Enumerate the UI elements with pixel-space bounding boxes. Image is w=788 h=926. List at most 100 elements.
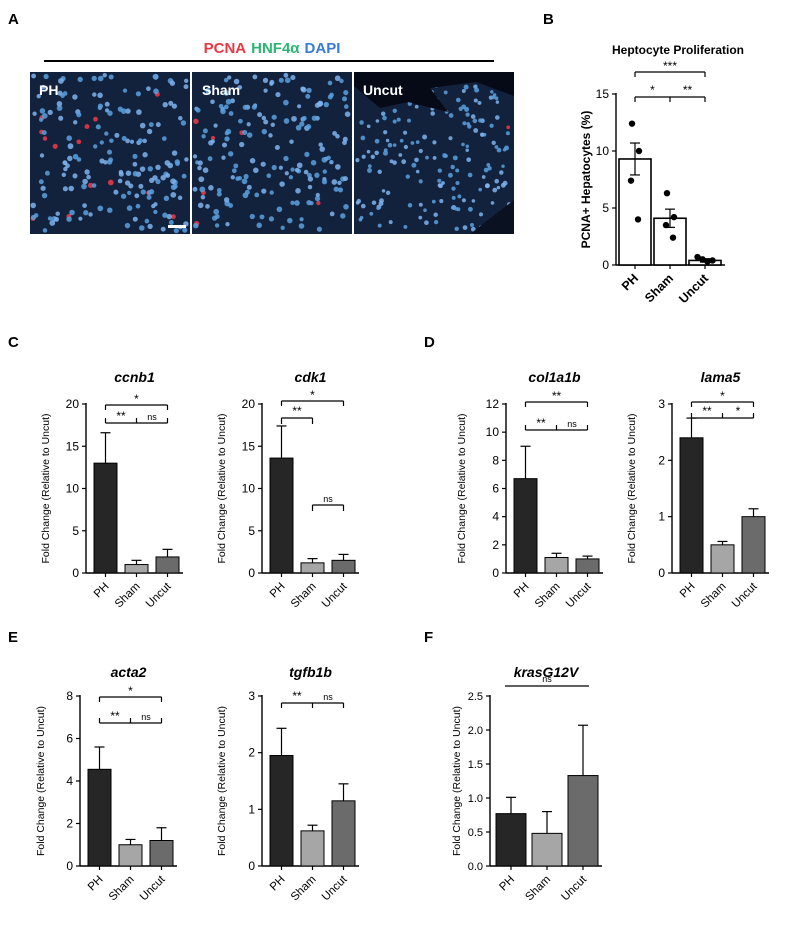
dapi-nucleus-icon <box>142 152 148 158</box>
chart-col1a1b-y-tick-label: 10 <box>486 425 500 439</box>
dapi-nucleus-icon <box>305 93 311 99</box>
dapi-nucleus-icon <box>95 124 101 130</box>
dapi-nucleus-icon <box>451 195 456 200</box>
dapi-nucleus-icon <box>113 189 119 195</box>
chart-tgfb1b-sig-label-right: ns <box>323 692 333 702</box>
dapi-nucleus-icon <box>360 135 366 141</box>
dapi-nucleus-icon <box>195 107 201 113</box>
dapi-nucleus-icon <box>242 129 248 135</box>
dapi-nucleus-icon <box>66 135 73 142</box>
chart-cdk1-x-tick-label: Uncut <box>320 580 350 610</box>
dapi-nucleus-icon <box>495 100 500 104</box>
dapi-nucleus-icon <box>246 184 252 190</box>
chart-ccnb1: ccnb1 0 5 10 15 20 Fold Change (Relative to Un… <box>40 369 183 610</box>
dapi-nucleus-icon <box>478 187 483 192</box>
chart-b-y-tick-label: 5 <box>602 201 609 215</box>
dapi-nucleus-icon <box>97 105 103 111</box>
stain-title: PCNA HNF4α DAPI <box>204 40 341 57</box>
dapi-nucleus-icon <box>199 186 206 193</box>
chart-cdk1-y-label: Fold Change (Relative to Uncut) <box>216 414 228 564</box>
chart-b-x-tick-label: PH <box>619 271 641 293</box>
dapi-nucleus-icon <box>314 195 321 202</box>
dapi-nucleus-icon <box>124 180 131 186</box>
dapi-nucleus-icon <box>500 182 506 188</box>
dapi-nucleus-icon <box>299 217 304 222</box>
dapi-nucleus-icon <box>127 190 132 196</box>
dapi-nucleus-icon <box>501 164 505 168</box>
dapi-nucleus-icon <box>361 154 366 159</box>
dapi-nucleus-icon <box>304 151 310 158</box>
micrograph-uncut: Uncut <box>354 72 514 234</box>
chart-lama5-y-tick-label: 2 <box>658 453 665 467</box>
dapi-nucleus-icon <box>92 92 97 97</box>
dapi-nucleus-icon <box>213 123 218 128</box>
chart-lama5-y-tick-label: 3 <box>658 397 665 411</box>
dapi-nucleus-icon <box>263 88 268 93</box>
chart-cdk1-y-tick-label: 10 <box>242 482 256 496</box>
dapi-nucleus-icon <box>208 185 214 191</box>
dapi-nucleus-icon <box>83 210 89 216</box>
dapi-nucleus-icon <box>405 174 410 179</box>
dapi-nucleus-icon <box>360 203 366 209</box>
dapi-nucleus-icon <box>276 206 283 213</box>
chart-ccnb1-bar <box>155 556 180 574</box>
dapi-nucleus-icon <box>41 130 47 136</box>
dapi-nucleus-icon <box>418 202 423 207</box>
dapi-nucleus-icon <box>41 113 48 119</box>
dapi-nucleus-icon <box>423 208 427 213</box>
dapi-nucleus-icon <box>283 155 289 162</box>
chart-acta2-y-tick-label: 4 <box>66 774 73 788</box>
dapi-nucleus-icon <box>496 147 502 153</box>
chart-cdk1-y-tick-label: 20 <box>242 397 256 411</box>
dapi-nucleus-icon <box>296 162 303 169</box>
chart-col1a1b-y-tick-label: 2 <box>492 538 499 552</box>
dapi-nucleus-icon <box>254 192 260 198</box>
dapi-nucleus-icon <box>58 115 64 121</box>
dapi-nucleus-icon <box>310 159 317 166</box>
chart-lama5-y-tick-label: 0 <box>658 566 665 580</box>
dapi-nucleus-icon <box>455 180 460 186</box>
dapi-nucleus-icon <box>454 226 459 232</box>
dapi-nucleus-icon <box>214 223 220 228</box>
dapi-nucleus-icon <box>104 131 109 136</box>
dapi-nucleus-icon <box>155 179 161 185</box>
chart-krasG12V-title: krasG12V <box>514 664 580 680</box>
dapi-nucleus-icon <box>326 155 331 161</box>
chart-tgfb1b-title: tgfb1b <box>289 664 332 680</box>
dapi-nucleus-icon <box>418 148 423 154</box>
dapi-nucleus-icon <box>291 115 297 122</box>
chart-acta2-title: acta2 <box>111 664 147 680</box>
dapi-nucleus-icon <box>246 132 253 138</box>
dapi-nucleus-icon <box>202 128 208 134</box>
dapi-nucleus-icon <box>197 160 203 166</box>
panel-letter-c: C <box>8 334 19 351</box>
dapi-nucleus-icon <box>136 109 142 115</box>
pcna-nucleus-icon <box>87 182 94 189</box>
dapi-nucleus-icon <box>168 220 174 225</box>
dapi-nucleus-icon <box>168 100 174 106</box>
chart-tgfb1b-bar <box>331 800 356 867</box>
dapi-nucleus-icon <box>260 161 266 167</box>
dapi-nucleus-icon <box>479 132 485 137</box>
pcna-nucleus-icon <box>107 179 114 186</box>
dapi-nucleus-icon <box>259 214 265 220</box>
chart-col1a1b-bar <box>544 557 569 574</box>
dapi-nucleus-icon <box>230 175 235 180</box>
dapi-nucleus-icon <box>442 153 447 158</box>
dapi-nucleus-icon <box>73 120 78 125</box>
dapi-nucleus-icon <box>411 162 417 168</box>
pcna-nucleus-icon <box>52 143 58 149</box>
dapi-nucleus-icon <box>478 118 483 123</box>
dapi-nucleus-icon <box>33 213 39 218</box>
dapi-nucleus-icon <box>40 84 46 90</box>
dapi-nucleus-icon <box>82 178 88 185</box>
dapi-nucleus-icon <box>146 128 153 135</box>
dapi-nucleus-icon <box>124 222 131 229</box>
dapi-nucleus-icon <box>295 188 301 194</box>
dapi-nucleus-icon <box>283 72 289 78</box>
dapi-nucleus-icon <box>160 174 166 181</box>
dapi-nucleus-icon <box>340 213 346 219</box>
chart-cdk1-sig-label: ** <box>292 404 302 418</box>
micrograph-uncut-label: Uncut <box>363 82 403 98</box>
dapi-nucleus-icon <box>177 195 183 201</box>
